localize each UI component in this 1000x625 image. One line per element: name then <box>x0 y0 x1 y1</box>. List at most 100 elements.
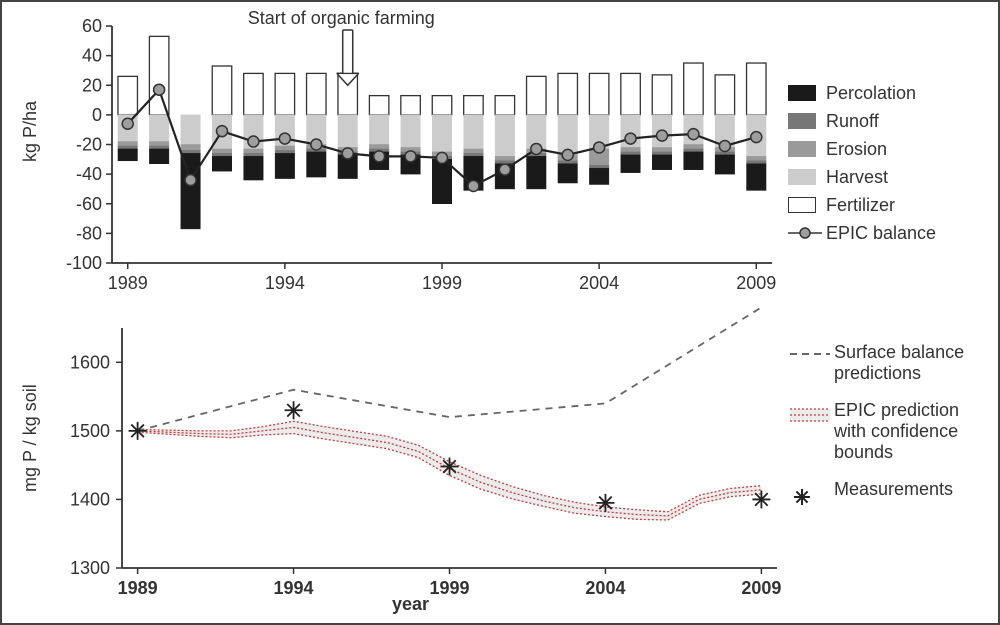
bottom-chart: 130014001500160019891994199920042009 <box>22 308 782 598</box>
bar-runoff <box>558 161 577 164</box>
bar-runoff <box>149 146 168 149</box>
bar-harvest <box>149 115 168 142</box>
bar-erosion <box>747 156 766 160</box>
bar-runoff <box>212 153 231 156</box>
svg-text:1994: 1994 <box>265 273 305 293</box>
legend-line-marker-icon <box>788 225 822 241</box>
top-y-axis-label: kg P/ha <box>20 101 41 162</box>
svg-text:1989: 1989 <box>118 578 158 598</box>
epic-balance-marker <box>217 126 228 137</box>
epic-balance-marker <box>311 139 322 150</box>
bar-percolation <box>118 149 137 161</box>
surface-balance-line <box>138 308 762 431</box>
bar-erosion <box>275 146 294 150</box>
bar-percolation <box>747 164 766 191</box>
bar-runoff <box>621 152 640 155</box>
epic-balance-marker <box>531 143 542 154</box>
svg-text:2004: 2004 <box>579 273 619 293</box>
epic-balance-marker <box>374 151 385 162</box>
bar-percolation <box>558 164 577 183</box>
epic-balance-marker <box>405 151 416 162</box>
bar-fertilizer <box>118 76 137 115</box>
bar-percolation <box>684 152 703 170</box>
legend-label: EPIC balance <box>826 223 936 244</box>
bar-harvest <box>464 115 483 149</box>
bar-harvest <box>369 115 388 145</box>
bar-percolation <box>432 159 451 203</box>
bar-runoff <box>715 152 734 155</box>
bar-fertilizer <box>621 73 640 114</box>
epic-balance-marker <box>625 133 636 144</box>
bar-fertilizer <box>715 75 734 115</box>
measurement-marker <box>129 422 147 440</box>
bar-percolation <box>181 153 200 229</box>
bar-harvest <box>401 115 420 148</box>
measurement-marker <box>441 458 459 476</box>
bar-fertilizer <box>464 96 483 115</box>
bar-erosion <box>118 142 137 146</box>
bar-runoff <box>118 146 137 149</box>
bar-fertilizer <box>684 63 703 115</box>
bar-runoff <box>747 161 766 164</box>
bar-runoff <box>181 150 200 153</box>
bar-percolation <box>307 152 326 177</box>
legend-item: Fertilizer <box>788 194 968 216</box>
epic-balance-marker <box>562 149 573 160</box>
epic-balance-marker <box>154 84 165 95</box>
measurement-marker <box>285 401 303 419</box>
bar-fertilizer <box>527 76 546 115</box>
legend-item: Erosion <box>788 138 968 160</box>
svg-text:-40: -40 <box>76 164 102 184</box>
svg-text:-80: -80 <box>76 223 102 243</box>
svg-text:1994: 1994 <box>274 578 314 598</box>
svg-text:2009: 2009 <box>741 578 781 598</box>
bar-harvest <box>495 115 514 156</box>
legend-label: Erosion <box>826 139 887 160</box>
bar-fertilizer <box>401 96 420 115</box>
bar-percolation <box>715 155 734 174</box>
bar-fertilizer <box>244 73 263 114</box>
legend-asterisk-icon <box>790 485 814 509</box>
epic-lower <box>138 432 762 520</box>
bar-fertilizer <box>149 36 168 115</box>
epic-balance-marker <box>122 118 133 129</box>
bar-runoff <box>684 149 703 152</box>
legend-item: Surface balance predictions <box>790 342 980 384</box>
legend-swatch-icon <box>788 169 816 185</box>
legend-label: Harvest <box>826 167 888 188</box>
legend-item: Percolation <box>788 82 968 104</box>
bar-erosion <box>495 156 514 160</box>
bar-harvest <box>432 115 451 152</box>
legend-label: Fertilizer <box>826 195 895 216</box>
legend-swatch-icon <box>788 113 816 129</box>
bar-runoff <box>495 161 514 164</box>
epic-balance-marker <box>688 129 699 140</box>
epic-balance-marker <box>751 132 762 143</box>
svg-text:-60: -60 <box>76 194 102 214</box>
epic-balance-marker <box>657 130 668 141</box>
bar-percolation <box>652 155 671 170</box>
bar-percolation <box>589 168 608 184</box>
epic-balance-marker <box>248 136 259 147</box>
legend-item: Measurements <box>790 479 980 509</box>
epic-balance-marker <box>342 148 353 159</box>
bar-erosion <box>212 149 231 153</box>
legend-label: Percolation <box>826 83 916 104</box>
bar-fertilizer <box>495 96 514 115</box>
bar-runoff <box>275 150 294 153</box>
bar-fertilizer <box>338 73 357 114</box>
bar-fertilizer <box>589 73 608 114</box>
legend-label: Surface balance predictions <box>834 342 964 384</box>
figure-frame: -100-80-60-40-20020406019891994199920042… <box>0 0 1000 625</box>
bar-harvest <box>181 115 200 145</box>
bar-fertilizer <box>212 66 231 115</box>
bar-erosion <box>464 149 483 153</box>
bar-runoff <box>464 153 483 156</box>
epic-balance-marker <box>719 140 730 151</box>
legend-top: PercolationRunoffErosionHarvestFertilize… <box>788 82 968 250</box>
svg-text:20: 20 <box>82 75 102 95</box>
epic-balance-marker <box>279 133 290 144</box>
bar-erosion <box>621 147 640 151</box>
bar-percolation <box>244 156 263 180</box>
legend-label: EPIC prediction with confidence bounds <box>834 400 959 463</box>
